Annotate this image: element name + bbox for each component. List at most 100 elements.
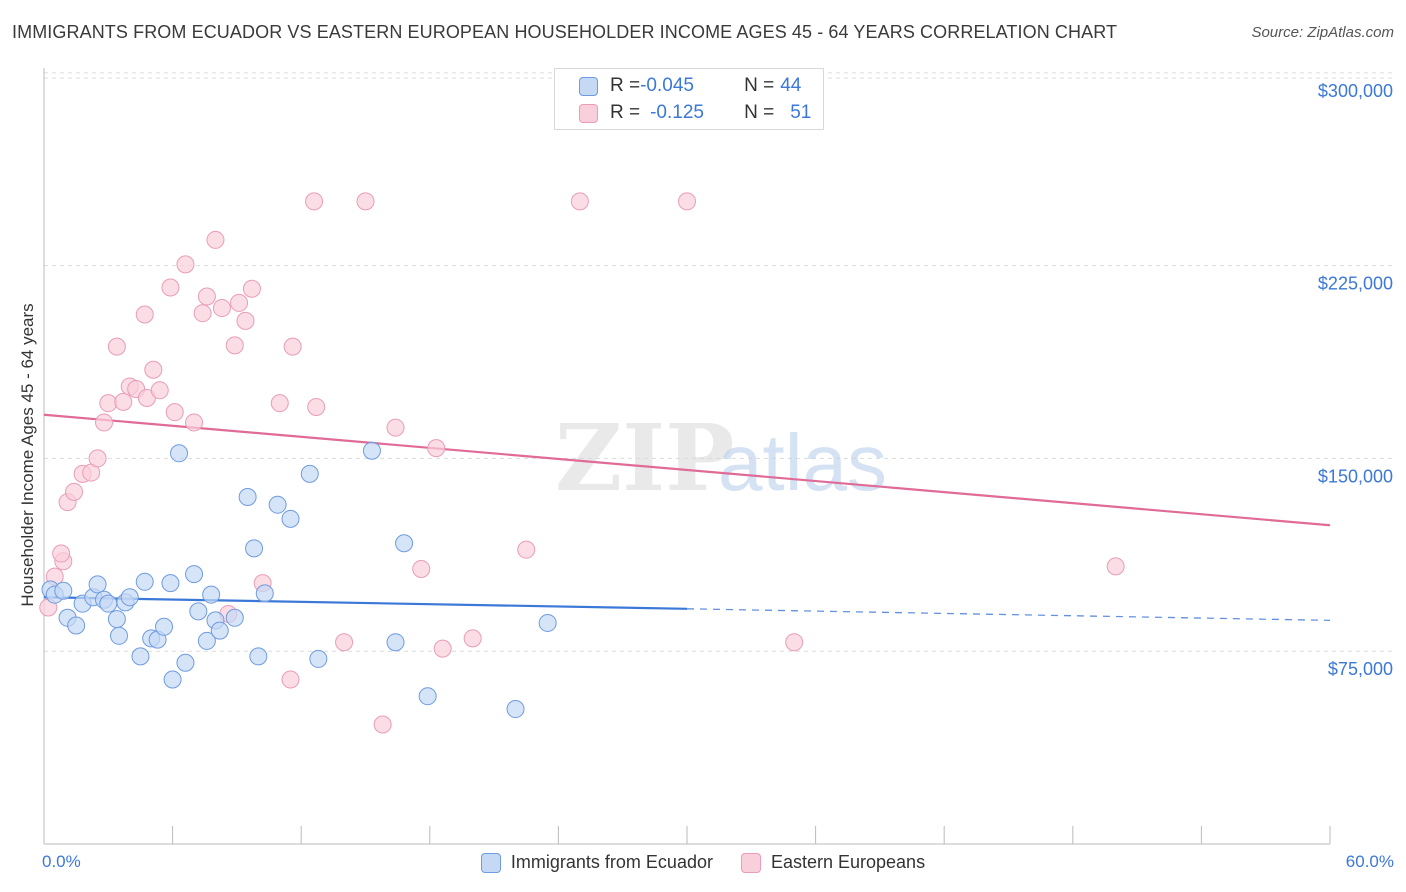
point-eastern-european [52,544,71,563]
point-ecuador [176,653,195,672]
point-eastern-european [114,392,133,411]
point-eastern-european [236,311,255,330]
legend-item-ecuador: Immigrants from Ecuador [480,852,713,873]
correlation-row-ecuador: R = -0.045 N = 44 [579,73,801,99]
point-eastern-european [206,230,225,249]
chart-title: IMMIGRANTS FROM ECUADOR VS EASTERN EUROP… [12,22,1118,42]
n-value: 51 [790,102,812,123]
legend-swatch-blue [480,852,501,873]
trend-line-eastern-european [43,413,1331,527]
point-ecuador [538,613,557,632]
point-ecuador [120,588,139,607]
correlation-legend: R = -0.045 N = 44 R = -0.125 N = 51 [554,68,824,130]
point-eastern-european [88,449,107,468]
legend-swatch-pink [579,103,598,123]
point-eastern-european [335,633,354,652]
point-eastern-european [225,336,244,355]
correlation-row-eastern-european: R = -0.125 N = 51 [579,100,811,126]
point-ecuador [110,626,129,645]
point-ecuador [170,444,189,463]
point-ecuador [255,584,274,603]
y-tick-labels: $75,000 $150,000 $225,000 $300,000 [1318,81,1393,679]
point-ecuador [395,534,414,553]
point-ecuador [249,647,268,666]
point-ecuador [225,608,244,627]
point-eastern-european [305,192,324,211]
point-ecuador [238,487,257,506]
point-eastern-european [242,279,261,298]
point-ecuador [67,616,86,635]
n-label: N = [744,102,775,123]
point-ecuador [163,670,182,689]
point-eastern-european [99,394,118,413]
point-eastern-european [150,381,169,400]
point-ecuador [107,610,126,629]
n-value: 44 [780,75,802,96]
source-credit: Source: ZipAtlas.com [1251,24,1394,41]
legend-label: Immigrants from Ecuador [510,852,713,872]
trend-line-ecuador-extension [686,608,1331,622]
legend-swatch-pink [740,852,761,873]
r-value: -0.045 [640,75,694,96]
point-eastern-european [785,633,804,652]
point-eastern-european [230,293,249,312]
trend-lines [43,413,1331,622]
point-eastern-european [65,482,84,501]
point-ecuador [131,647,150,666]
y-tick-label: $225,000 [1318,274,1393,294]
axes [43,68,1331,845]
point-eastern-european [161,278,180,297]
point-eastern-european [678,192,696,211]
point-ecuador [189,602,208,621]
x-tick-label-max: 60.0% [1345,852,1394,871]
point-eastern-european [270,394,289,413]
data-points [39,192,1125,734]
n-label: N = [744,75,775,96]
point-eastern-european [95,413,114,432]
point-eastern-european [517,540,536,559]
point-ecuador [185,565,204,584]
point-ecuador [202,585,221,604]
watermark-zip: ZIP [555,404,734,512]
point-eastern-european [433,639,452,658]
point-ecuador [418,687,437,706]
point-eastern-european [356,192,375,211]
x-tick-label-min: 0.0% [42,852,81,871]
y-tick-label: $75,000 [1328,659,1393,679]
point-eastern-european [135,305,154,324]
point-ecuador [245,539,264,558]
point-ecuador [54,581,73,600]
point-eastern-european [144,360,163,379]
series-legend: Immigrants from Ecuador Eastern European… [0,852,1406,873]
point-ecuador [210,621,229,640]
point-ecuador [506,700,525,719]
y-tick-label: $300,000 [1318,81,1393,101]
r-label: R = [610,102,641,123]
point-eastern-european [570,192,589,211]
point-eastern-european [307,398,326,417]
point-eastern-european [165,403,184,422]
y-tick-label: $150,000 [1318,466,1393,486]
point-ecuador [161,574,180,593]
point-ecuador [362,441,381,460]
legend-swatch-blue [579,76,598,96]
point-eastern-european [185,413,204,432]
point-eastern-european [176,255,195,274]
point-eastern-european [412,559,431,578]
r-value: -0.125 [650,102,704,123]
point-ecuador [300,464,319,483]
point-ecuador [155,617,174,636]
point-eastern-european [427,439,446,458]
point-eastern-european [212,299,231,318]
point-ecuador [88,575,107,594]
trend-line-ecuador [43,596,688,610]
point-eastern-european [463,629,482,648]
point-ecuador [99,594,118,613]
point-eastern-european [281,670,300,689]
point-ecuador [197,631,216,650]
point-eastern-european [197,287,216,306]
gridlines [44,72,1393,652]
point-eastern-european [283,337,302,356]
